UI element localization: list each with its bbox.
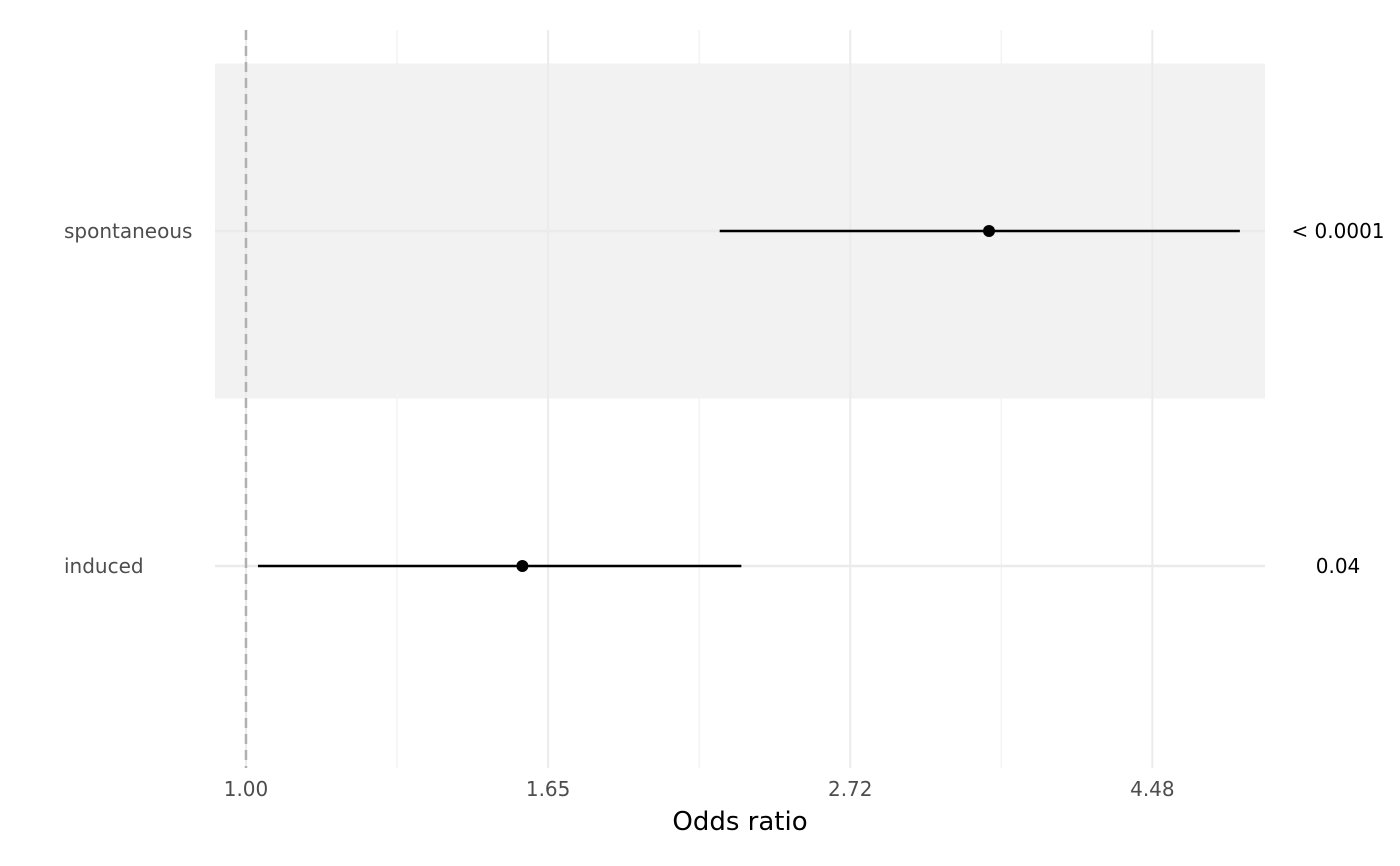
estimate-marks	[257, 225, 1240, 572]
x-tick-label: 4.48	[1130, 777, 1175, 801]
x-axis-title: Odds ratio	[672, 807, 807, 837]
p-value-labels: < 0.0001 0.04	[1291, 219, 1384, 578]
x-tick-label: 1.00	[224, 777, 269, 801]
row-label: induced	[64, 554, 144, 578]
p-value-label: < 0.0001	[1291, 219, 1384, 243]
estimate-point	[983, 225, 996, 237]
row-label: spontaneous	[64, 219, 192, 243]
x-tick-labels: 1.00 1.65 2.72 4.48	[224, 777, 1175, 801]
p-value-label: 0.04	[1316, 554, 1361, 578]
estimate-point	[516, 560, 529, 572]
row-labels: spontaneous induced	[64, 219, 192, 578]
x-tick-label: 1.65	[526, 777, 571, 801]
x-tick-label: 2.72	[828, 777, 873, 801]
